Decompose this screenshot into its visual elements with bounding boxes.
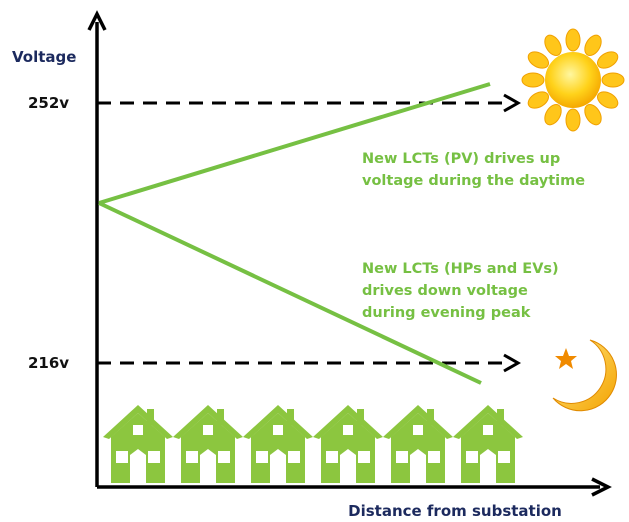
sun-ray xyxy=(581,32,604,58)
window xyxy=(116,451,128,463)
x-axis-label: Distance from substation xyxy=(348,502,562,520)
annotation: voltage during the daytime xyxy=(362,173,585,189)
window xyxy=(498,451,510,463)
sun-ray xyxy=(595,88,621,111)
window xyxy=(343,425,353,435)
door xyxy=(340,449,356,483)
level-arrow xyxy=(504,355,518,371)
annotation: New LCTs (HPs and EVs) xyxy=(362,261,559,277)
sun-ray xyxy=(525,88,551,111)
window xyxy=(218,451,230,463)
house xyxy=(453,405,523,483)
window xyxy=(203,425,213,435)
sun-ray xyxy=(541,32,564,58)
window xyxy=(358,451,370,463)
window xyxy=(148,451,160,463)
window xyxy=(326,451,338,463)
page: {"axes": {"y_label": "Voltage", "x_label… xyxy=(0,0,629,522)
sun-ray xyxy=(522,73,544,87)
window xyxy=(396,451,408,463)
annotation: drives down voltage xyxy=(362,283,528,299)
house xyxy=(383,405,453,483)
house xyxy=(313,405,383,483)
door xyxy=(480,449,496,483)
sun-ray xyxy=(525,48,551,71)
level-label: 252v xyxy=(28,94,69,112)
sun-ray xyxy=(602,73,624,87)
sun-ray xyxy=(595,48,621,71)
window xyxy=(483,425,493,435)
window xyxy=(413,425,423,435)
window xyxy=(273,425,283,435)
window xyxy=(428,451,440,463)
sun-ray xyxy=(566,29,580,51)
door xyxy=(130,449,146,483)
sun-ray xyxy=(541,102,564,128)
window xyxy=(288,451,300,463)
annotation: New LCTs (PV) drives up xyxy=(362,151,560,167)
sun-ray xyxy=(566,109,580,131)
level-label: 216v xyxy=(28,354,69,372)
window xyxy=(133,425,143,435)
window xyxy=(466,451,478,463)
level-arrow xyxy=(504,95,518,111)
sun-disc xyxy=(545,52,601,108)
window xyxy=(186,451,198,463)
sun-ray xyxy=(581,102,604,128)
annotation: during evening peak xyxy=(362,305,531,321)
diagram: Voltage Distance from substation 252v 21… xyxy=(0,0,629,522)
house xyxy=(243,405,313,483)
sun-icon xyxy=(522,29,624,131)
door xyxy=(200,449,216,483)
house xyxy=(173,405,243,483)
houses xyxy=(103,405,523,483)
y-axis-label: Voltage xyxy=(12,48,76,66)
house xyxy=(103,405,173,483)
door xyxy=(410,449,426,483)
moon-icon xyxy=(553,340,616,411)
window xyxy=(256,451,268,463)
door xyxy=(270,449,286,483)
